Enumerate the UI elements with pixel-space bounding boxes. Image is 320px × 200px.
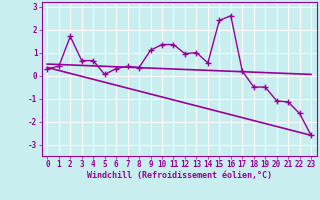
X-axis label: Windchill (Refroidissement éolien,°C): Windchill (Refroidissement éolien,°C)	[87, 171, 272, 180]
